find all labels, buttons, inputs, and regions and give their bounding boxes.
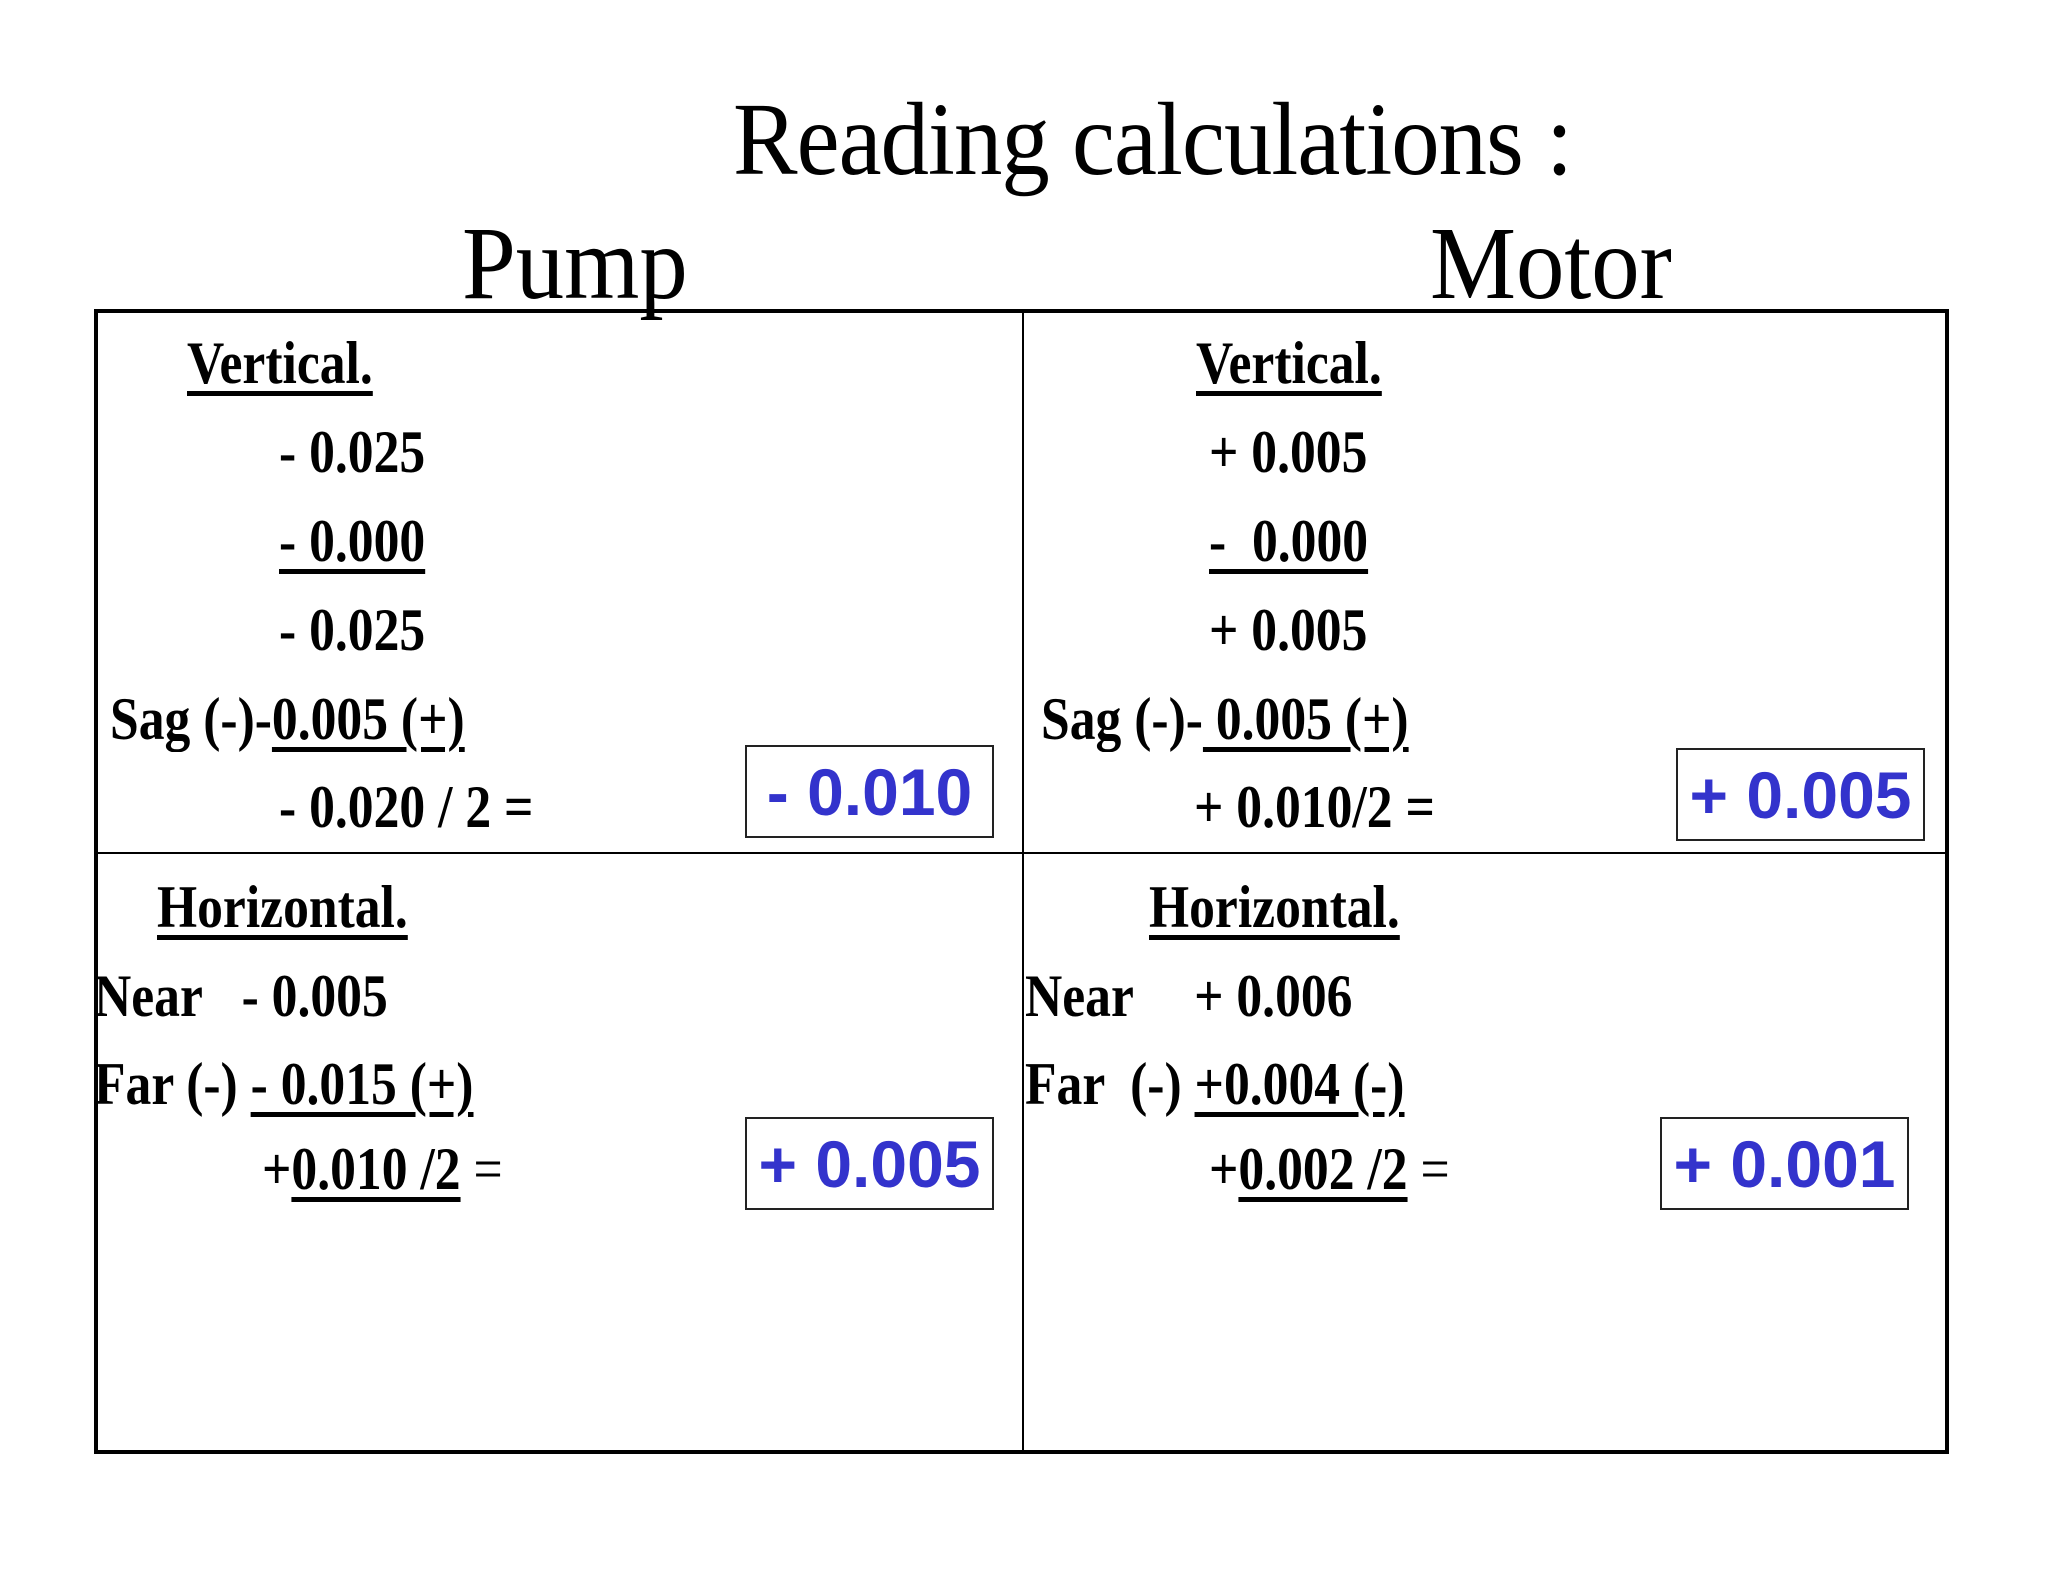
pump-near-line: Near - 0.005 — [94, 966, 388, 1026]
motor-horizontal-result: + 0.001 — [1660, 1117, 1909, 1210]
pump-near-value: - 0.005 — [241, 963, 388, 1029]
motor-vertical-line1: + 0.005 — [1209, 419, 1368, 485]
pump-vertical-line1: - 0.025 — [279, 419, 426, 485]
pump-calc-sign: + — [262, 1136, 292, 1202]
pump-vertical-line3: - 0.025 — [279, 597, 426, 663]
motor-sag-label: Sag (-)- — [1041, 686, 1203, 752]
pump-vertical-line2: - 0.000 — [279, 508, 426, 574]
pump-horizontal-heading: Horizontal. — [157, 874, 408, 940]
pump-vertical-calc: - 0.020 / 2 = — [279, 774, 534, 840]
motor-vertical-line3: + 0.005 — [1209, 597, 1368, 663]
motor-far-value: +0.004 (-) — [1194, 1051, 1405, 1117]
pump-sag-line: Sag (-)-0.005 (+) — [110, 689, 465, 749]
pump-horizontal-result: + 0.005 — [745, 1117, 994, 1210]
motor-horizontal-calc: +0.002 /2 = — [1209, 1139, 1450, 1199]
motor-calc-sign: + — [1209, 1136, 1239, 1202]
pump-far-label: Far (-) — [94, 1051, 238, 1117]
column-divider — [1022, 309, 1024, 1454]
pump-sag-label: Sag (-)- — [110, 686, 272, 752]
pump-vertical-heading: Vertical. — [187, 330, 373, 396]
pump-sag-value: 0.005 (+) — [271, 686, 465, 752]
motor-vertical-result: + 0.005 — [1676, 748, 1925, 841]
motor-near-label: Near — [1025, 963, 1134, 1029]
motor-calc-eq: = — [1407, 1136, 1450, 1202]
column-title-pump: Pump — [462, 206, 688, 321]
motor-vertical-heading: Vertical. — [1196, 330, 1382, 396]
pump-calc-value: 0.010 /2 — [291, 1136, 461, 1202]
pump-far-value: - 0.015 (+) — [250, 1051, 474, 1117]
slide-title: Reading calculations : — [733, 82, 1573, 197]
motor-near-line: Near + 0.006 — [1025, 966, 1352, 1026]
column-title-motor: Motor — [1430, 206, 1672, 321]
motor-sag-value: 0.005 (+) — [1202, 686, 1409, 752]
calculation-table — [94, 309, 1949, 1454]
motor-near-value: + 0.006 — [1194, 963, 1353, 1029]
pump-near-label: Near — [94, 963, 203, 1029]
motor-vertical-calc: + 0.010/2 = — [1194, 774, 1435, 840]
pump-vertical-result: - 0.010 — [745, 745, 994, 838]
motor-far-line: Far (-) +0.004 (-) — [1025, 1054, 1405, 1114]
pump-horizontal-calc: +0.010 /2 = — [262, 1139, 503, 1199]
motor-calc-value: 0.002 /2 — [1238, 1136, 1408, 1202]
pump-far-line: Far (-) - 0.015 (+) — [94, 1054, 474, 1114]
pump-calc-eq: = — [460, 1136, 503, 1202]
motor-far-label: Far (-) — [1025, 1051, 1182, 1117]
row-divider — [94, 852, 1949, 854]
motor-vertical-line2: - 0.000 — [1209, 508, 1369, 574]
motor-sag-line: Sag (-)- 0.005 (+) — [1041, 689, 1409, 749]
motor-horizontal-heading: Horizontal. — [1149, 874, 1400, 940]
